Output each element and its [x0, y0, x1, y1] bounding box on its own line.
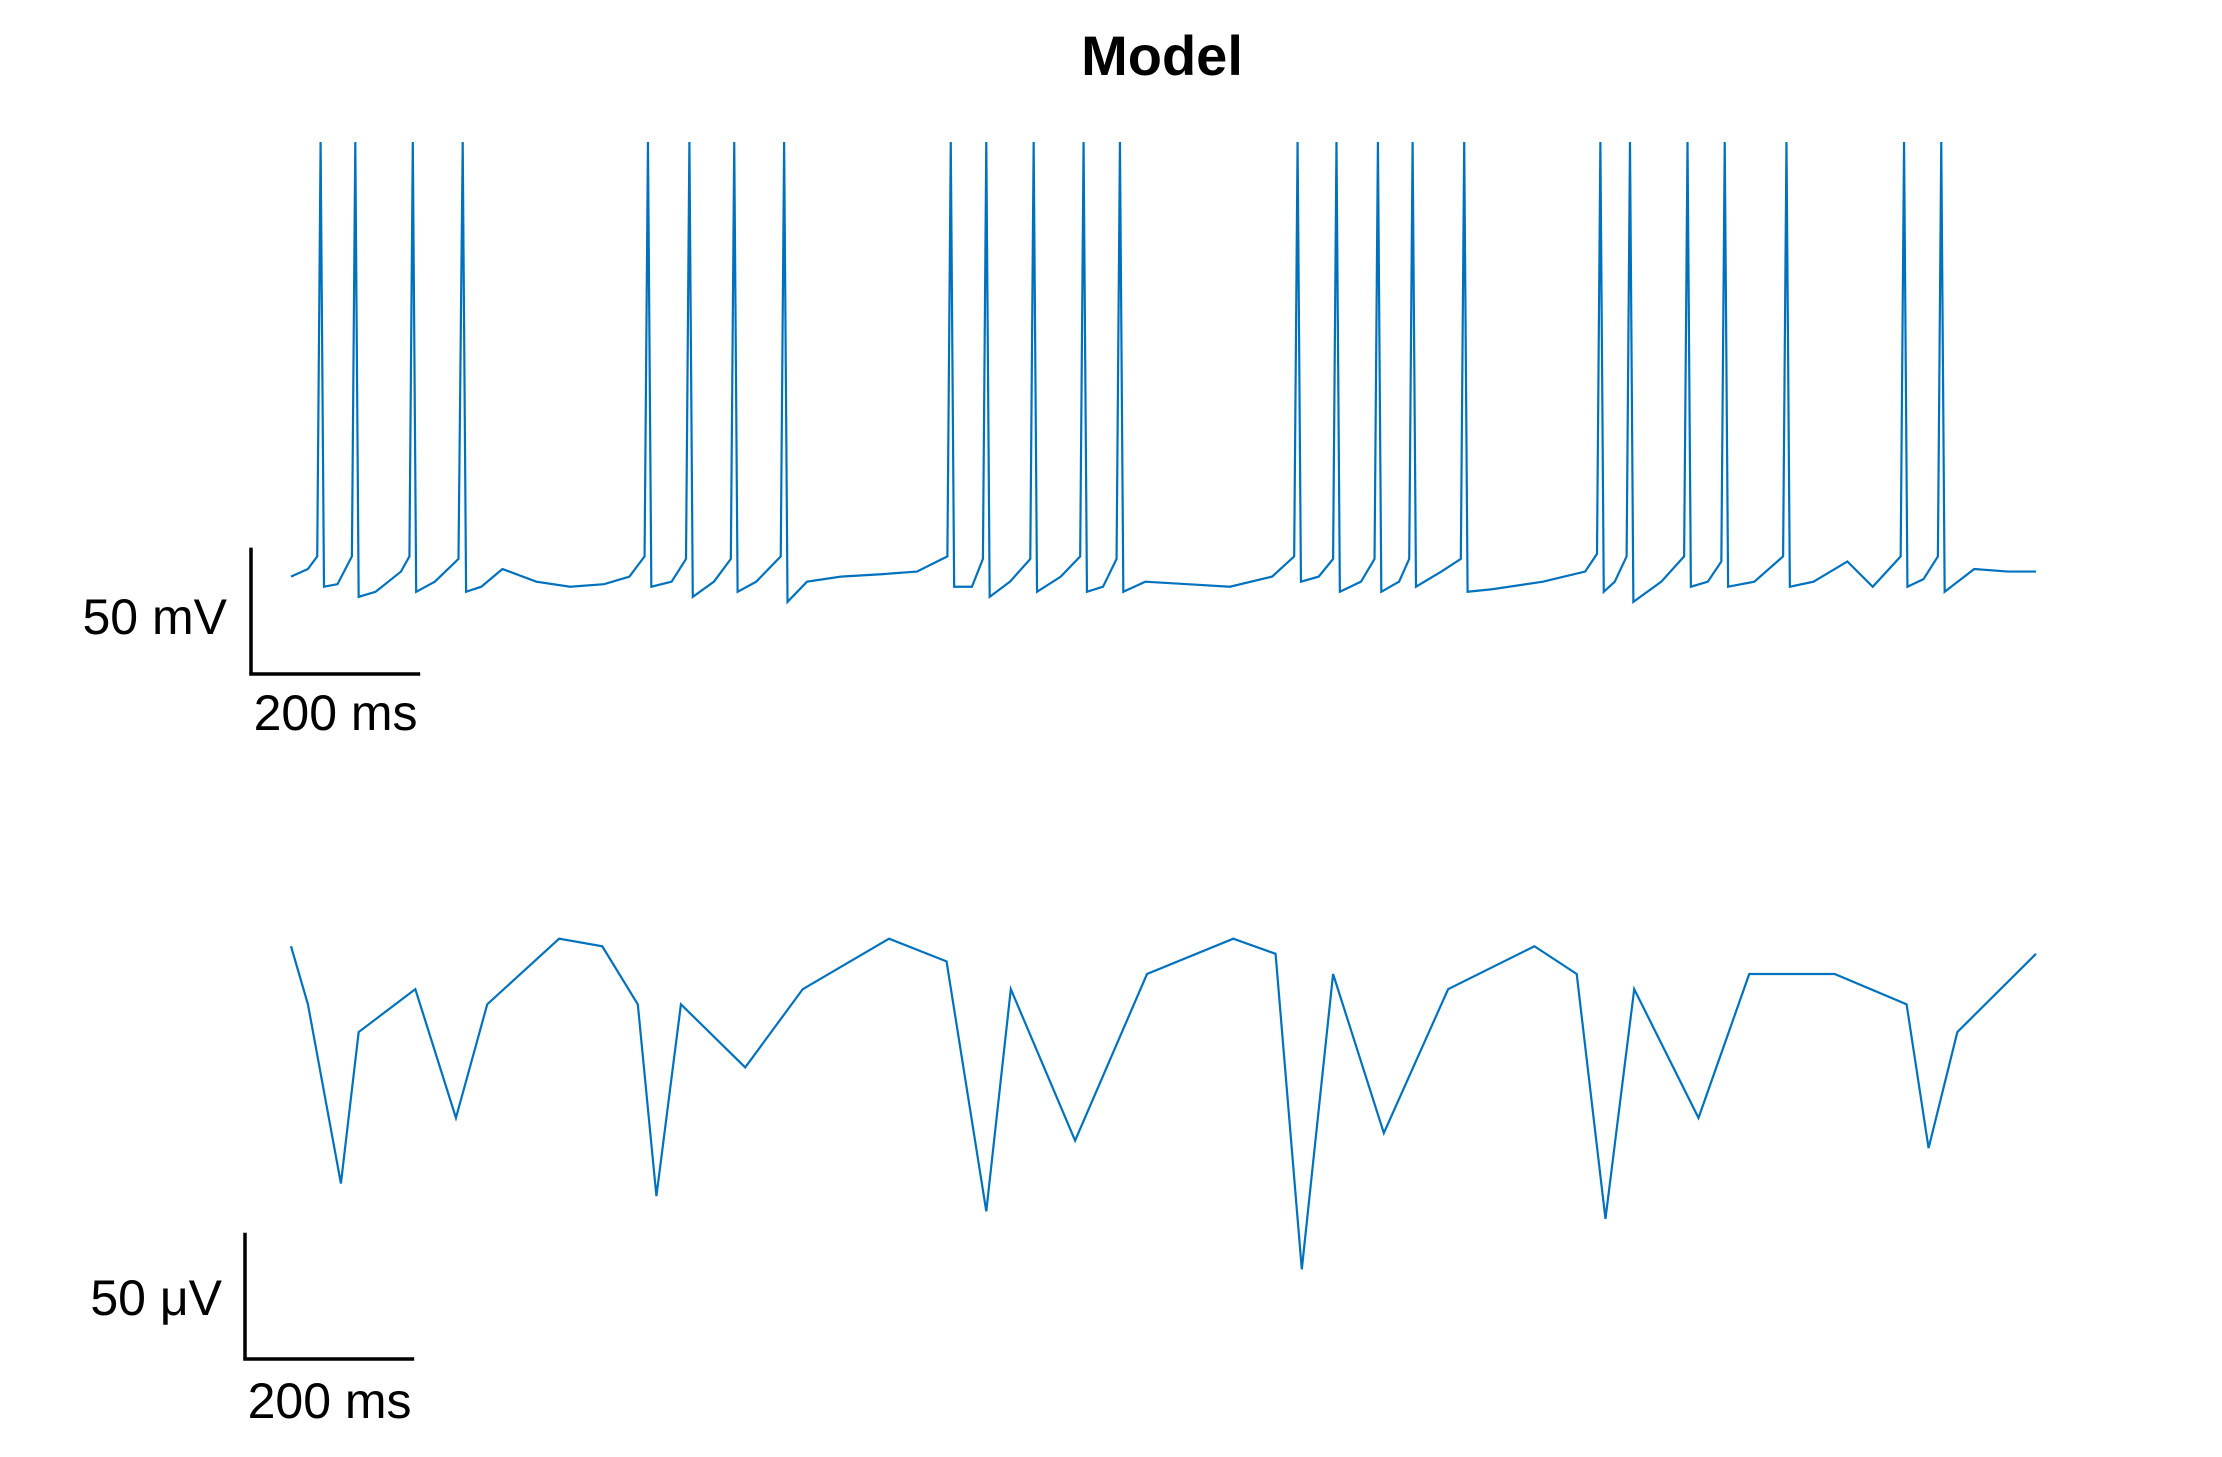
scale-bar-label: 200 ms: [248, 1373, 412, 1429]
scale-bar-label: 200 ms: [254, 685, 418, 741]
scale-bar-label: 50 mV: [82, 589, 227, 645]
chart-title: Model: [1081, 24, 1243, 87]
scale-bar-label: 50 μV: [90, 1270, 222, 1326]
trace: [289, 937, 2037, 1270]
trace: [290, 141, 2036, 605]
